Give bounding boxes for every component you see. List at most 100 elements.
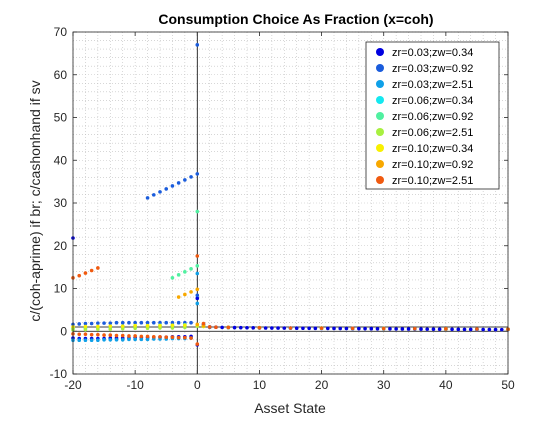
legend-marker	[376, 160, 384, 168]
data-point	[89, 321, 94, 326]
y-tick-label: 10	[54, 282, 68, 296]
data-point	[183, 323, 187, 328]
data-point	[120, 333, 125, 338]
data-point	[114, 320, 119, 325]
data-point	[183, 292, 187, 297]
data-point	[344, 326, 349, 331]
data-point	[400, 327, 405, 331]
data-point	[127, 334, 131, 338]
legend[interactable]: zr=0.03;zw=0.34 zr=0.03;zw=0.92 zr=0.03;zw…	[365, 41, 500, 190]
legend-label: zr=0.06;zw=0.92	[392, 111, 473, 123]
data-point	[83, 332, 88, 337]
data-point	[319, 326, 324, 330]
data-point	[127, 337, 131, 342]
data-point	[133, 320, 137, 325]
x-tick-label: 10	[253, 378, 267, 392]
data-point	[251, 326, 256, 330]
data-point	[257, 325, 262, 330]
data-point	[183, 335, 187, 340]
data-point	[189, 336, 193, 340]
data-point	[425, 327, 430, 331]
data-point	[412, 326, 417, 331]
data-point	[195, 254, 200, 258]
data-point	[195, 322, 200, 327]
data-point	[406, 327, 411, 331]
data-point	[270, 326, 274, 330]
data-point	[108, 324, 113, 328]
data-point	[83, 271, 88, 275]
data-point	[96, 332, 100, 337]
data-point	[369, 326, 374, 331]
data-point	[176, 335, 181, 340]
legend-label: zr=0.10;zw=2.51	[392, 175, 473, 187]
data-point	[207, 325, 212, 329]
legend-box	[365, 41, 500, 190]
data-point	[77, 338, 82, 343]
legend-marker	[376, 112, 384, 120]
data-point	[151, 320, 156, 325]
x-tick-label: -20	[64, 378, 82, 392]
data-point	[499, 327, 504, 332]
legend-label: zr=0.03;zw=2.51	[392, 79, 473, 91]
data-point	[164, 187, 169, 191]
data-point	[195, 296, 200, 301]
data-point	[170, 326, 175, 330]
data-point	[164, 335, 169, 340]
data-point	[114, 338, 119, 342]
data-point	[120, 320, 125, 325]
data-point	[481, 327, 485, 332]
data-point	[158, 335, 162, 339]
legend-label: zr=0.03;zw=0.92	[392, 63, 473, 75]
x-axis-label: Asset State	[254, 400, 326, 416]
data-point	[77, 322, 82, 326]
data-point	[195, 342, 200, 346]
data-point	[325, 326, 330, 331]
data-point	[127, 320, 131, 325]
data-point	[96, 327, 100, 331]
data-point	[170, 184, 175, 188]
data-point	[145, 337, 150, 342]
data-point	[102, 321, 106, 325]
data-point	[282, 326, 287, 330]
data-point	[357, 326, 361, 331]
data-point	[450, 327, 454, 332]
y-tick-label: 60	[54, 68, 68, 82]
data-point	[189, 175, 193, 179]
data-point	[133, 323, 137, 328]
data-point	[108, 338, 113, 342]
data-point	[195, 209, 200, 214]
data-point	[195, 43, 200, 47]
data-point	[120, 338, 125, 342]
data-point	[158, 320, 162, 325]
data-point	[363, 326, 367, 331]
y-axis-label: c/(coh-aprime) if br; c/cashonhand if sv	[27, 80, 43, 321]
data-point	[176, 181, 181, 185]
data-point	[419, 327, 423, 331]
y-tick-label: 40	[54, 153, 68, 167]
series-9	[71, 254, 510, 346]
data-point	[96, 324, 100, 329]
data-point	[77, 273, 82, 278]
legend-marker	[376, 128, 384, 136]
y-tick-label: 50	[54, 111, 68, 125]
y-tick-label: 70	[54, 25, 68, 39]
data-point	[437, 327, 442, 331]
data-point	[375, 326, 380, 331]
data-point	[195, 301, 200, 306]
data-point	[133, 334, 137, 338]
legend-label: zr=0.06;zw=2.51	[392, 127, 473, 139]
x-tick-label: 30	[377, 378, 391, 392]
data-point	[195, 287, 200, 292]
data-point	[133, 326, 137, 331]
data-point	[89, 338, 94, 343]
x-tick-label: 40	[439, 378, 453, 392]
x-tick-label: 0	[194, 378, 201, 392]
legend-marker	[376, 48, 384, 56]
data-point	[83, 338, 88, 343]
data-point	[96, 338, 100, 343]
data-point	[89, 332, 94, 337]
data-point	[176, 273, 181, 277]
